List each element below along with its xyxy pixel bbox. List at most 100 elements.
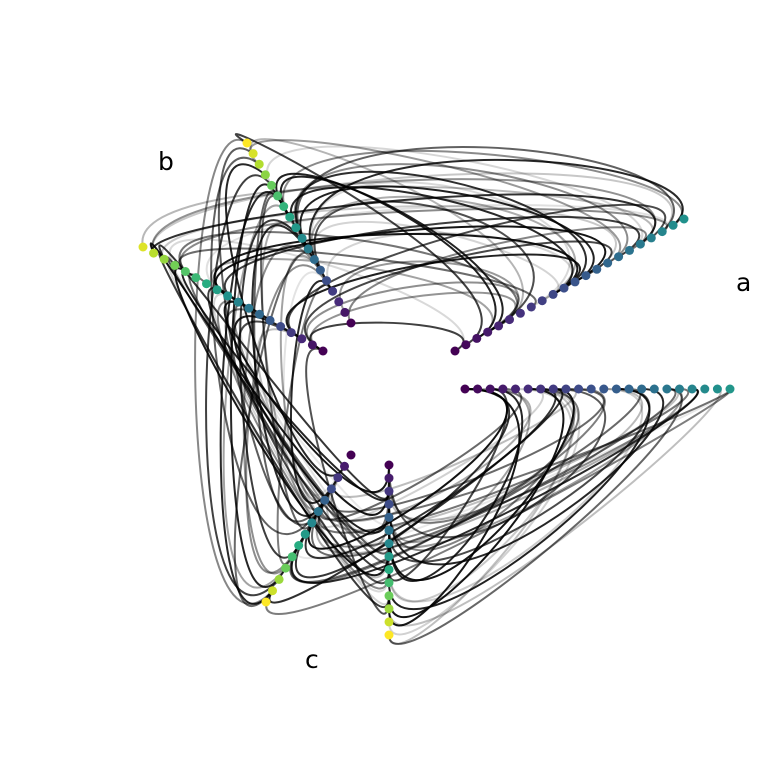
node-b bbox=[309, 255, 319, 264]
edge bbox=[217, 147, 320, 526]
node-b bbox=[138, 242, 148, 252]
edge bbox=[333, 388, 577, 498]
node-a bbox=[485, 384, 495, 394]
node-c bbox=[384, 565, 394, 575]
edge bbox=[174, 267, 390, 577]
node-c bbox=[320, 495, 330, 505]
node-b bbox=[340, 307, 350, 317]
edge bbox=[339, 260, 520, 333]
node-c bbox=[384, 539, 394, 548]
edge bbox=[213, 293, 390, 606]
node-a bbox=[473, 384, 483, 394]
node-a bbox=[662, 384, 672, 394]
node-b bbox=[286, 328, 296, 338]
axis-label-c: c bbox=[305, 645, 319, 674]
edge bbox=[282, 149, 684, 229]
edge bbox=[279, 254, 333, 502]
edge bbox=[287, 203, 667, 340]
edge bbox=[388, 388, 565, 619]
edge bbox=[290, 186, 574, 296]
node-a bbox=[725, 384, 735, 394]
node-a bbox=[511, 384, 520, 394]
edge bbox=[275, 172, 497, 340]
node-b bbox=[279, 202, 289, 211]
edge bbox=[149, 242, 390, 516]
edge bbox=[260, 195, 313, 530]
node-b bbox=[328, 286, 338, 296]
node-c bbox=[384, 630, 394, 640]
axis-label-b: b bbox=[158, 147, 174, 176]
node-b bbox=[318, 346, 328, 356]
node-b bbox=[255, 309, 264, 319]
edge bbox=[388, 388, 521, 627]
node-a bbox=[559, 283, 569, 293]
edge bbox=[326, 232, 573, 296]
edge bbox=[305, 347, 390, 615]
edge bbox=[310, 181, 571, 308]
edge bbox=[224, 215, 641, 303]
node-c bbox=[346, 450, 356, 460]
edge bbox=[347, 226, 647, 324]
node-b bbox=[265, 315, 275, 325]
node-c bbox=[384, 460, 394, 470]
node-b bbox=[180, 267, 190, 276]
edge bbox=[388, 388, 575, 581]
node-b bbox=[191, 273, 201, 283]
edge bbox=[223, 301, 390, 494]
edge bbox=[388, 388, 683, 549]
node-c bbox=[340, 461, 349, 471]
axis-label-a: a bbox=[736, 268, 752, 297]
edge bbox=[289, 280, 339, 504]
node-b bbox=[297, 334, 307, 344]
edge bbox=[161, 205, 617, 277]
edge bbox=[239, 219, 310, 559]
node-c bbox=[384, 499, 394, 509]
node-b bbox=[307, 340, 317, 350]
edge bbox=[290, 388, 699, 584]
edge bbox=[229, 183, 287, 588]
node-a bbox=[625, 245, 634, 255]
node-c bbox=[294, 541, 304, 550]
edge bbox=[319, 388, 523, 521]
edge bbox=[256, 328, 390, 579]
edge bbox=[388, 388, 651, 610]
node-a bbox=[592, 264, 602, 274]
node-b bbox=[254, 159, 264, 169]
node-c bbox=[384, 578, 394, 588]
node-a bbox=[603, 258, 613, 268]
node-a bbox=[687, 384, 697, 394]
edge bbox=[279, 175, 504, 333]
edge bbox=[310, 195, 577, 302]
node-a bbox=[668, 220, 678, 230]
edge bbox=[237, 320, 390, 585]
node-b bbox=[202, 279, 211, 289]
edge bbox=[178, 247, 537, 308]
node-b bbox=[149, 248, 159, 258]
node-b bbox=[159, 254, 169, 264]
edge bbox=[216, 300, 390, 590]
edge bbox=[289, 388, 642, 583]
node-b bbox=[212, 285, 222, 295]
node-b bbox=[223, 291, 233, 301]
node-c bbox=[268, 586, 277, 596]
node-a bbox=[712, 384, 722, 394]
node-a bbox=[494, 321, 504, 331]
node-a bbox=[679, 214, 689, 224]
node-b bbox=[244, 303, 254, 313]
edge bbox=[242, 244, 328, 575]
edge-layer bbox=[141, 133, 733, 645]
node-a bbox=[472, 333, 482, 343]
node-c bbox=[384, 525, 394, 535]
edge bbox=[388, 388, 665, 566]
node-a bbox=[675, 384, 684, 394]
edge bbox=[224, 308, 390, 536]
edge bbox=[224, 163, 346, 477]
node-a bbox=[515, 308, 525, 318]
node-a bbox=[700, 384, 710, 394]
edge bbox=[151, 178, 656, 254]
node-c bbox=[274, 574, 284, 584]
edge bbox=[249, 138, 524, 327]
edge bbox=[179, 207, 668, 273]
node-a bbox=[586, 384, 596, 394]
